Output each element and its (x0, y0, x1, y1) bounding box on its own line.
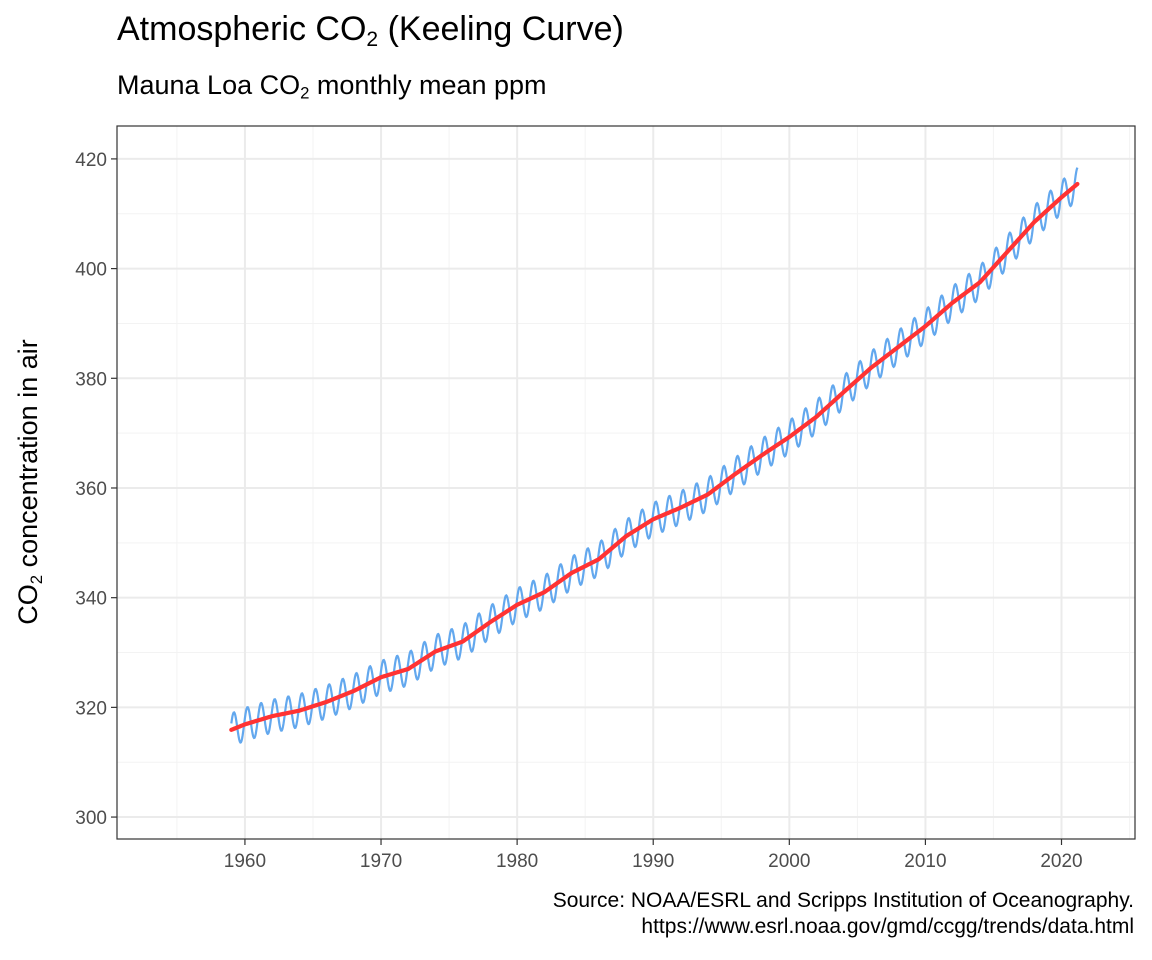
chart-subtitle: Mauna Loa CO2 monthly mean ppm (117, 70, 547, 103)
caption-url-line: https://www.esrl.noaa.gov/gmd/ccgg/trend… (641, 915, 1134, 938)
y-axis-label: CO2 concentration in air (13, 339, 46, 625)
x-tick-label: 2010 (904, 851, 946, 872)
x-tick-label: 2000 (768, 851, 810, 872)
x-tick-label: 1980 (496, 851, 538, 872)
x-tick-label: 1990 (632, 851, 674, 872)
source-caption: Source: NOAA/ESRL and Scripps Institutio… (553, 888, 1134, 940)
monthly-series-line (230, 167, 1079, 744)
caption-source-line: Source: NOAA/ESRL and Scripps Institutio… (552, 889, 1134, 912)
y-tick-label: 320 (75, 698, 107, 719)
chart-title: Atmospheric CO2 (Keeling Curve) (117, 10, 624, 51)
major-gridlines (117, 126, 1135, 839)
y-tick-label: 360 (75, 479, 107, 500)
panel-border (116, 125, 1136, 840)
minor-gridlines (117, 126, 1135, 839)
y-tick-label: 380 (75, 369, 107, 390)
trend-series-line (229, 181, 1080, 732)
axis-ticks: 1960 1970 1980 1990 2000 2010 2020 300 320 340 360… (75, 150, 1082, 872)
data-series (229, 167, 1080, 744)
x-tick-label: 1960 (224, 851, 266, 872)
y-tick-label: 340 (75, 589, 107, 610)
y-tick-label: 400 (75, 260, 107, 281)
y-tick-label: 300 (75, 808, 107, 829)
x-tick-label: 1970 (360, 851, 402, 872)
y-tick-label: 420 (75, 150, 107, 171)
x-tick-label: 2020 (1040, 851, 1082, 872)
